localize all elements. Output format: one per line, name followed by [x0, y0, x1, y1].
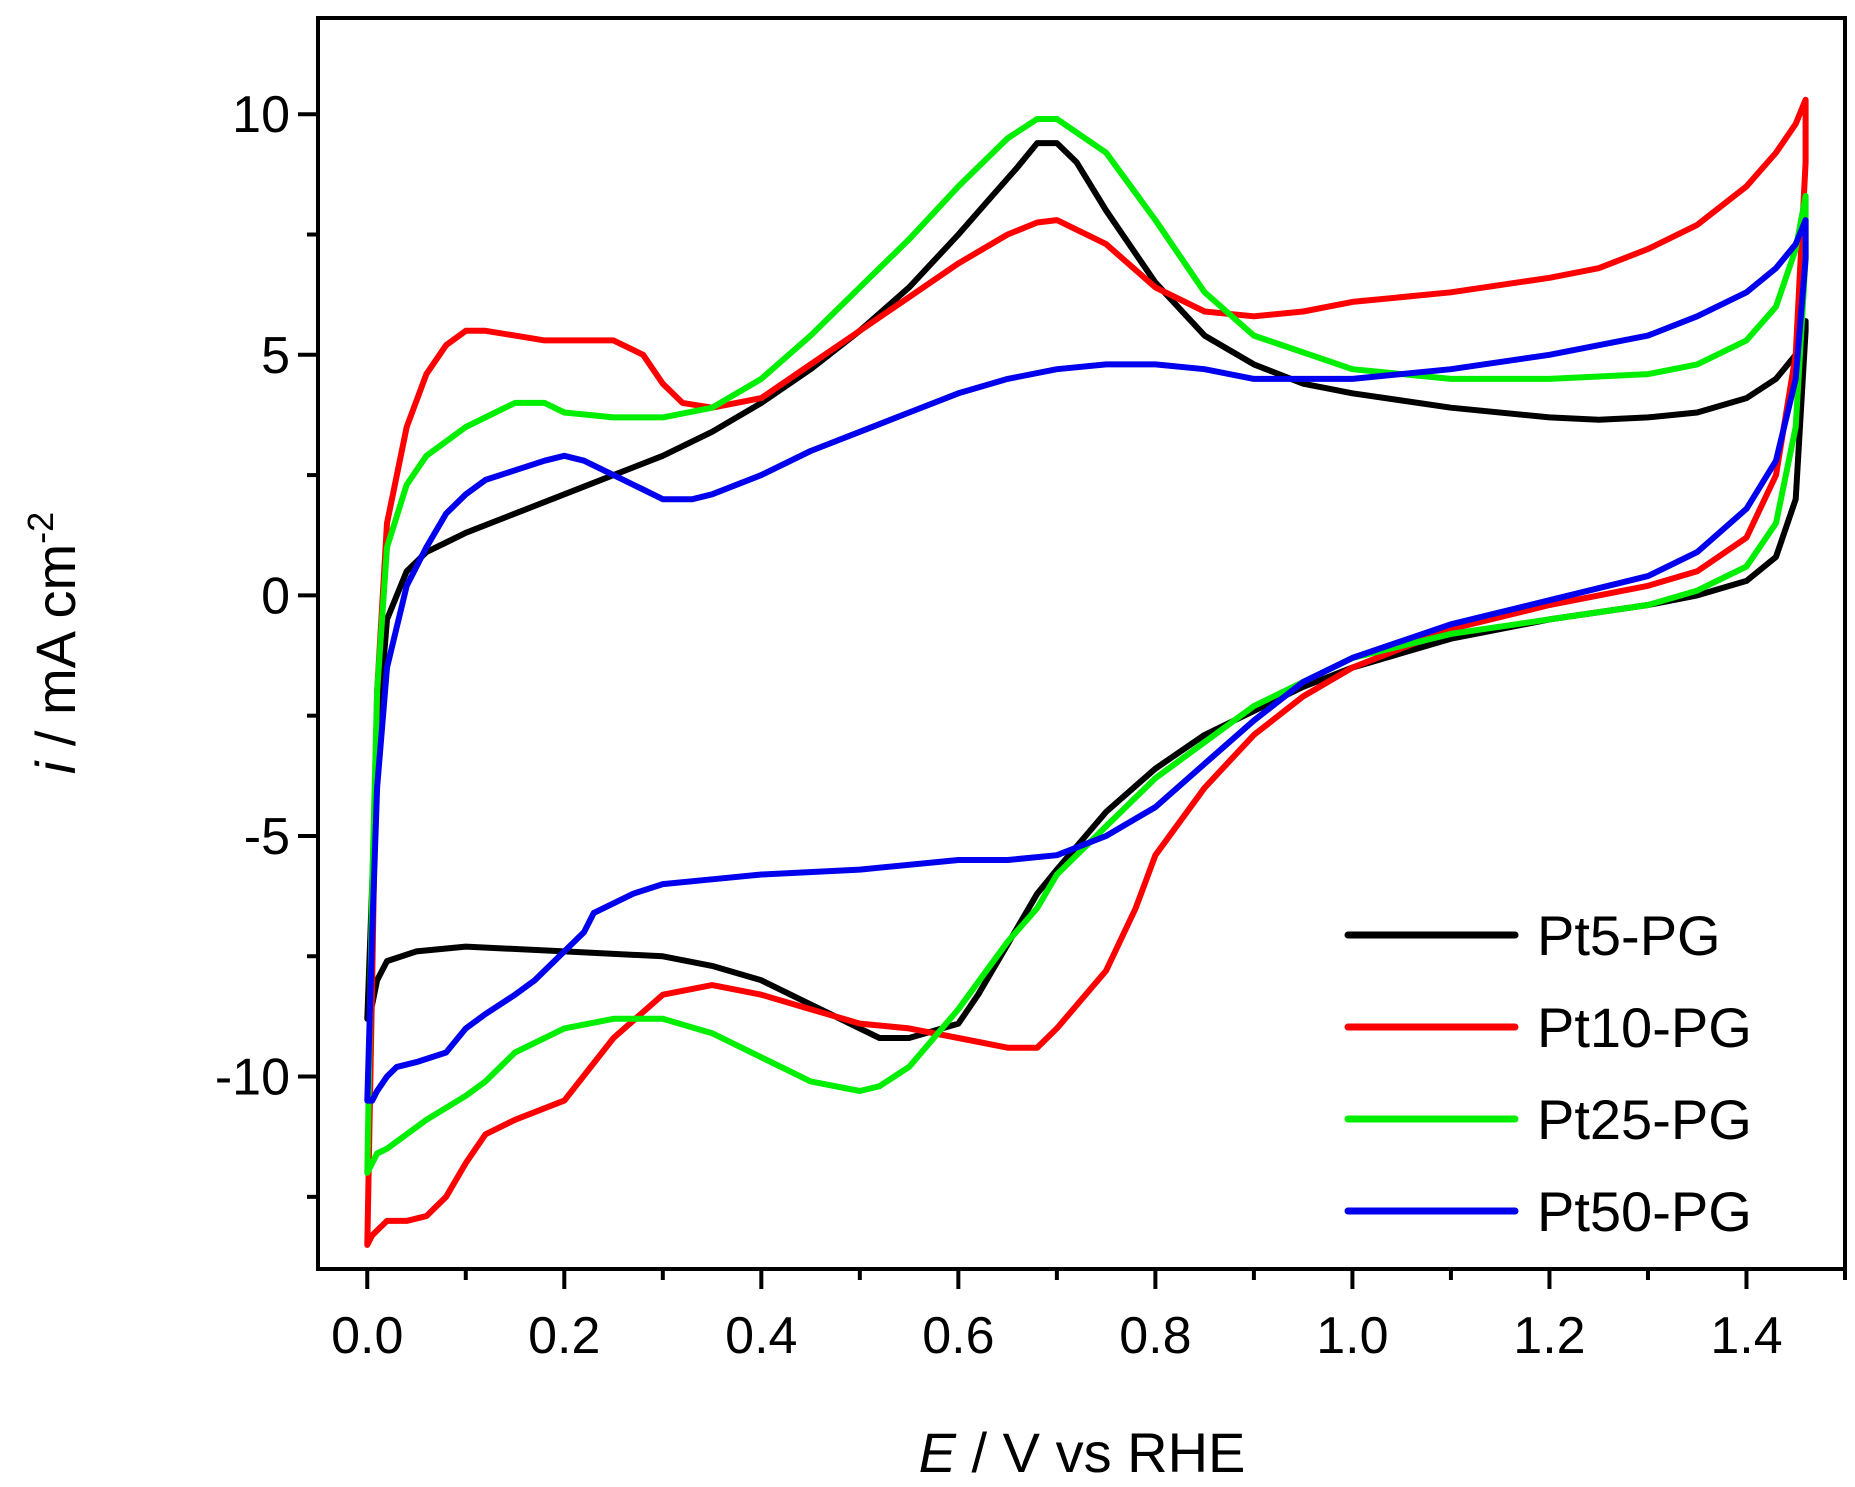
series-line-pt50-pg [364, 217, 1809, 1104]
y-tick-label: 0 [261, 567, 290, 625]
legend-label: Pt50-PG [1537, 1180, 1752, 1243]
y-axis-ticks: -10 -5 0 5 10 [215, 86, 318, 1199]
x-tick-label: 1.2 [1513, 1307, 1585, 1365]
series-line-pt5-pg [364, 140, 1809, 1041]
x-tick-label: 0.4 [725, 1307, 797, 1365]
x-tick-label: 0.0 [331, 1307, 403, 1365]
series-layer [364, 96, 1809, 1248]
plot-frame [316, 16, 1847, 1271]
x-tick-label: 0.6 [922, 1307, 994, 1365]
series-line-pt25-pg [364, 116, 1809, 1176]
x-axis-title-italic: E [919, 1421, 957, 1484]
y-tick-label: -10 [215, 1049, 290, 1107]
y-tick-label: 10 [232, 86, 290, 144]
y-tick-label: -5 [244, 808, 290, 866]
x-axis-title: E / V vs RHE [919, 1421, 1246, 1484]
y-axis-title-italic: i [24, 760, 87, 774]
x-tick-label: 0.8 [1119, 1307, 1191, 1365]
x-tick-label: 1.4 [1710, 1307, 1782, 1365]
x-axis-ticks: 0.0 0.2 0.4 0.6 0.8 1.0 1.2 1.4 [331, 1269, 1847, 1365]
series-line-pt10-pg [364, 96, 1809, 1248]
x-tick-label: 0.2 [528, 1307, 600, 1365]
legend-label: Pt5-PG [1537, 904, 1721, 967]
y-axis-title: i / mA cm-2 [20, 512, 87, 774]
legend: Pt5-PG Pt10-PG Pt25-PG Pt50-PG [1344, 904, 1752, 1243]
x-axis-title-rest: / V vs RHE [956, 1421, 1245, 1484]
y-axis-title-sup: -2 [20, 512, 61, 544]
y-axis-title-rest: / mA cm [24, 544, 87, 762]
x-tick-label: 1.0 [1316, 1307, 1388, 1365]
y-tick-label: 5 [261, 327, 290, 385]
legend-label: Pt25-PG [1537, 1088, 1752, 1151]
legend-label: Pt10-PG [1537, 996, 1752, 1059]
